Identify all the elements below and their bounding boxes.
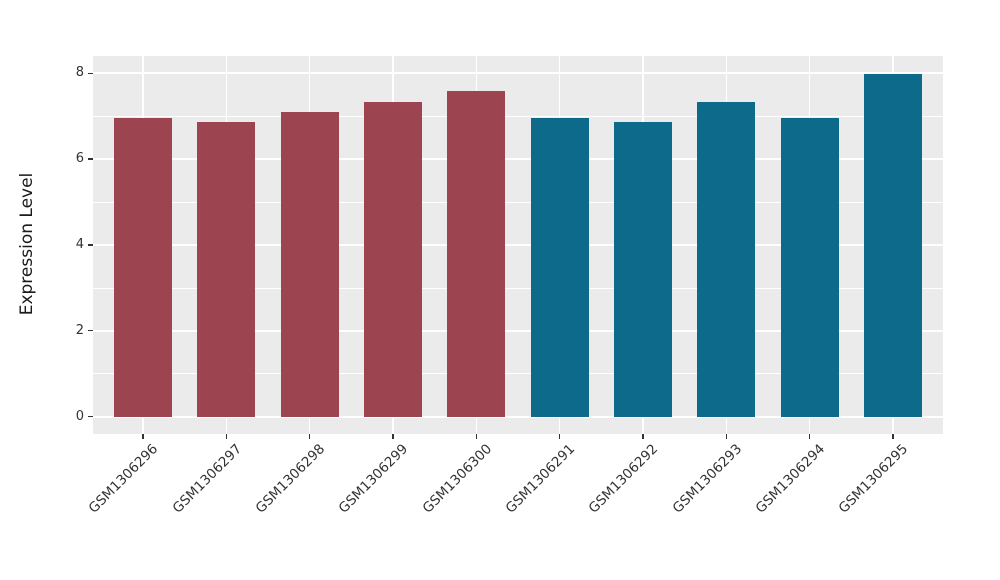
x-tick-label: GSM1306295 [835, 441, 912, 517]
bar-GSM1306291 [530, 118, 589, 417]
bar-GSM1306297 [197, 121, 256, 417]
bar-GSM1306293 [697, 101, 756, 417]
y-tick [88, 330, 93, 332]
x-tick [892, 434, 894, 439]
y-tick-label: 4 [75, 237, 84, 252]
gridline-y-major [93, 158, 943, 160]
x-tick [392, 434, 394, 439]
y-tick [88, 244, 93, 246]
gridline-y-minor [93, 373, 943, 375]
x-tick-label: GSM1306292 [585, 441, 662, 517]
gridline-y-major [93, 244, 943, 246]
x-tick [309, 434, 311, 439]
x-tick-label: GSM1306294 [752, 441, 828, 517]
gridline-y-minor [93, 115, 943, 117]
gridline-y-major [93, 330, 943, 332]
bar-GSM1306296 [113, 118, 173, 417]
bar-GSM1306298 [280, 111, 339, 417]
x-tick [559, 434, 561, 439]
gridline-y-major [93, 416, 943, 418]
y-tick-label: 0 [75, 408, 84, 424]
gridline-y-minor [93, 201, 943, 203]
y-tick [88, 72, 93, 74]
bar-GSM1306299 [363, 101, 423, 417]
bar-GSM1306292 [613, 122, 673, 417]
x-tick-label: GSM1306298 [252, 441, 328, 517]
x-tick-label: GSM1306297 [169, 441, 245, 517]
x-tick-label: GSM1306299 [335, 441, 412, 517]
bar-GSM1306294 [780, 118, 839, 417]
x-tick-label: GSM1306291 [502, 441, 578, 517]
y-tick [88, 158, 93, 160]
bar-GSM1306300 [447, 91, 506, 417]
x-tick-label: GSM1306300 [419, 441, 495, 517]
x-tick-label: GSM1306293 [669, 441, 745, 517]
gridline-y-minor [93, 287, 943, 289]
x-tick [142, 434, 144, 439]
bar-GSM1306295 [863, 74, 923, 417]
x-tick [809, 434, 811, 439]
y-axis-title: Expression Level [17, 172, 37, 316]
y-tick-label: 2 [75, 322, 84, 338]
x-tick [725, 434, 727, 439]
x-tick-label: GSM1306296 [85, 441, 162, 517]
x-tick [642, 434, 644, 439]
gridline-y-major [93, 72, 943, 74]
y-tick [88, 416, 93, 418]
y-tick-label: 8 [75, 65, 84, 81]
x-tick [225, 434, 227, 439]
x-tick [475, 434, 477, 439]
y-tick-label: 6 [75, 151, 84, 167]
